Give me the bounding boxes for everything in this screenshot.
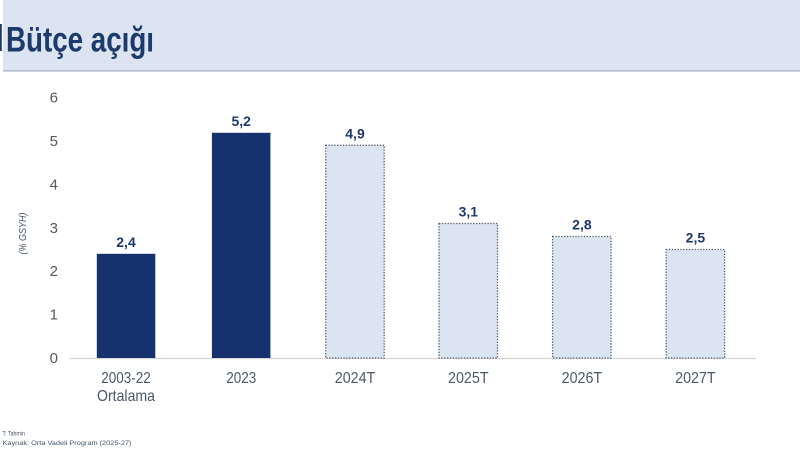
svg-text:6: 6 — [50, 90, 58, 107]
svg-text:5,2: 5,2 — [231, 113, 251, 129]
svg-text:2: 2 — [50, 263, 58, 280]
svg-text:Kaynak: Orta Vadeli Program (2: Kaynak: Orta Vadeli Program (2025-27) — [3, 440, 132, 447]
svg-text:1: 1 — [50, 307, 58, 324]
svg-text:3,1: 3,1 — [459, 204, 479, 220]
svg-text:0: 0 — [50, 350, 58, 367]
svg-text:2,8: 2,8 — [572, 217, 592, 233]
svg-text:2024T: 2024T — [335, 370, 376, 387]
svg-text:4,9: 4,9 — [345, 126, 365, 142]
svg-text:2027T: 2027T — [675, 370, 716, 387]
svg-text:2023: 2023 — [226, 370, 256, 387]
svg-text:3: 3 — [50, 220, 58, 237]
svg-text:2,4: 2,4 — [116, 234, 136, 250]
svg-text:2025T: 2025T — [448, 370, 489, 387]
svg-text:(% GSYH): (% GSYH) — [17, 213, 29, 255]
svg-text:2,5: 2,5 — [686, 230, 706, 246]
svg-text:4: 4 — [50, 176, 58, 193]
svg-text:Bütçe açığı: Bütçe açığı — [6, 21, 154, 60]
svg-text:Ortalama: Ortalama — [97, 388, 155, 405]
svg-text:T: Tahmin: T: Tahmin — [3, 431, 26, 438]
svg-text:2026T: 2026T — [562, 370, 603, 387]
svg-text:2003-22: 2003-22 — [101, 370, 151, 387]
svg-text:5: 5 — [50, 133, 58, 150]
